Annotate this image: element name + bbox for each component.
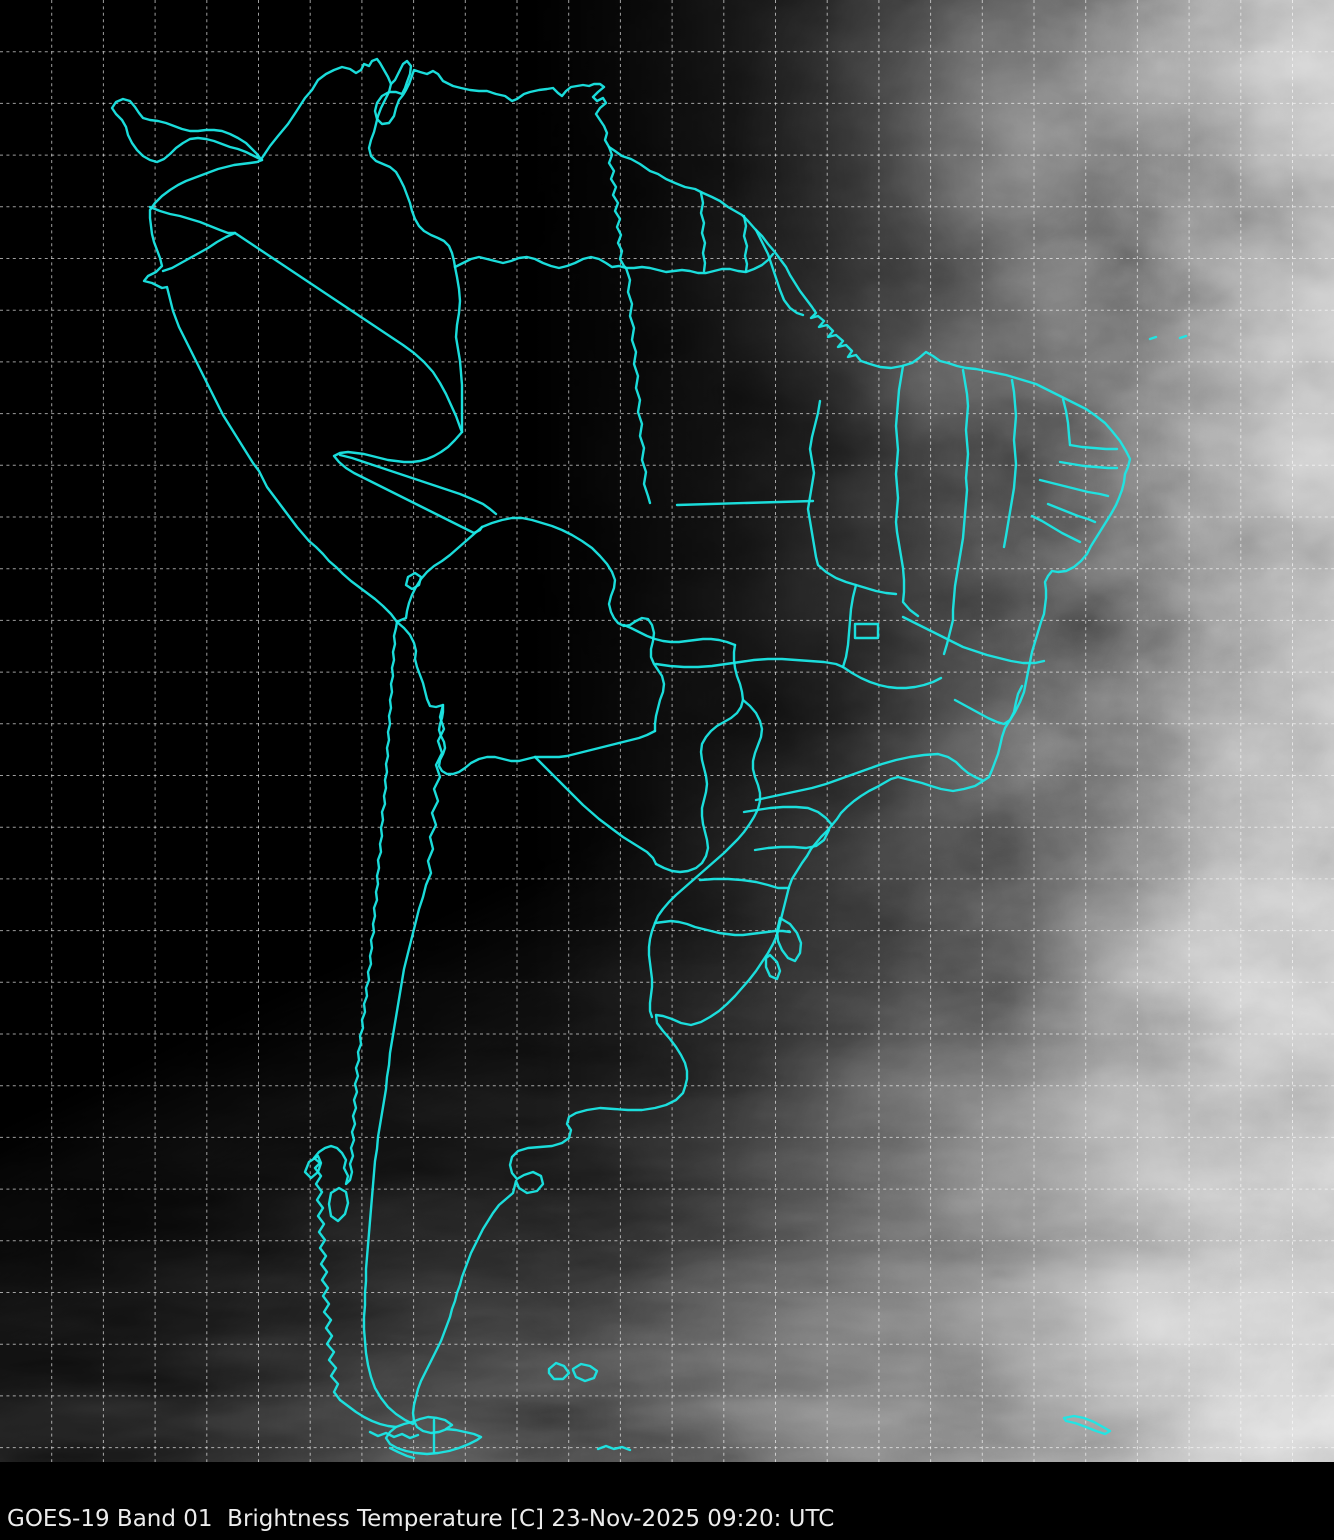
falkland-west: [547, 1361, 571, 1381]
border-guyana-suriname: [699, 191, 707, 273]
border-suriname-guiana: [742, 214, 749, 273]
border-bolivia-chile: [395, 620, 445, 709]
border-bolivia-brazil: [480, 516, 666, 733]
noronha-b: [1178, 334, 1188, 340]
state-para-matogrosso: [806, 399, 898, 596]
state-roraima-para: [624, 266, 652, 505]
state-maranhao-piaui: [942, 368, 970, 656]
state-acre-amazonas: [338, 453, 498, 516]
border-colombia-ecuador: [148, 205, 237, 235]
border-uruguay-argentina: [647, 921, 657, 1019]
border-paraguay-argentina: [533, 755, 658, 866]
state-piaui-ceara: [1002, 378, 1018, 549]
satellite-image: [0, 0, 1334, 1462]
state-goias-minas: [841, 665, 943, 690]
state-saopaulo-parana: [742, 805, 834, 827]
latlon-grid: [0, 0, 1334, 1462]
state-para-maranhao: [894, 364, 920, 618]
coast-pacific: [142, 158, 399, 1402]
border-venezuela-guyana: [607, 145, 628, 270]
border-colombia-brazil: [453, 265, 464, 434]
state-goias-west: [841, 583, 858, 669]
noronha-a: [1148, 335, 1158, 341]
border-chile-argentina: [362, 703, 446, 1426]
magellan-squiggle: [368, 1430, 420, 1440]
state-sergipe-bahia: [1030, 514, 1082, 544]
cloud-glow: [730, 0, 1290, 440]
border-peru-brazil: [332, 430, 484, 535]
south-georgia: [1062, 1414, 1112, 1436]
falkland-east: [571, 1362, 599, 1383]
state-alagoas-sergipe: [1046, 502, 1097, 524]
state-paraiba-pe: [1058, 460, 1119, 470]
border-ecuador-peru: [161, 231, 237, 273]
caption: GOES-19 Band 01 Brightness Temperature […: [7, 1506, 835, 1532]
state-rn-paraiba: [1068, 443, 1119, 451]
state-amazonas-para: [675, 499, 815, 507]
state-bahia-minas: [901, 615, 1046, 665]
state-minas-saopaulo: [754, 752, 984, 802]
border-uruguay-brazil: [653, 919, 792, 937]
state-amapa-para: [754, 228, 805, 317]
state-pe-alagoas: [1038, 478, 1110, 498]
coast-caribbean-atlantic: [260, 57, 1132, 1435]
border-paraguay-river: [654, 643, 745, 874]
border-brazil-north: [453, 252, 775, 275]
border-colombia-peru: [233, 231, 464, 434]
taitao-peninsula: [303, 1154, 323, 1180]
map-borders-overlay: [110, 57, 1188, 1460]
isla-estados: [596, 1444, 632, 1452]
border-peru-bolivia: [395, 525, 484, 624]
state-parana-sc: [753, 828, 831, 852]
state-ceara-rn: [1061, 397, 1072, 447]
panama-isthmus: [110, 97, 264, 164]
state-matogrosso-ms: [654, 657, 845, 669]
lagoa-dos-patos: [775, 916, 803, 963]
border-bolivia-argentina: [437, 704, 537, 776]
lagoa-mirim: [764, 953, 782, 981]
satellite-scene: [0, 0, 1334, 1462]
tierra-del-fuego: [384, 1415, 483, 1456]
border-brazil-argentina: [653, 698, 764, 925]
magellan-north: [338, 1398, 398, 1429]
caption-band: GOES-19 Band 01 Brightness Temperature […: [0, 1462, 1334, 1540]
border-colombia-venezuela: [367, 82, 457, 269]
distrito-federal: [853, 622, 880, 640]
border-paraguay-north: [622, 623, 737, 647]
state-sc-rs: [698, 877, 791, 890]
chiloe-island: [327, 1186, 350, 1223]
lake-titicaca: [404, 571, 423, 591]
border-bolivia-paraguay: [533, 729, 657, 759]
state-minas-es: [953, 684, 1024, 726]
horn-tail: [388, 1446, 416, 1460]
